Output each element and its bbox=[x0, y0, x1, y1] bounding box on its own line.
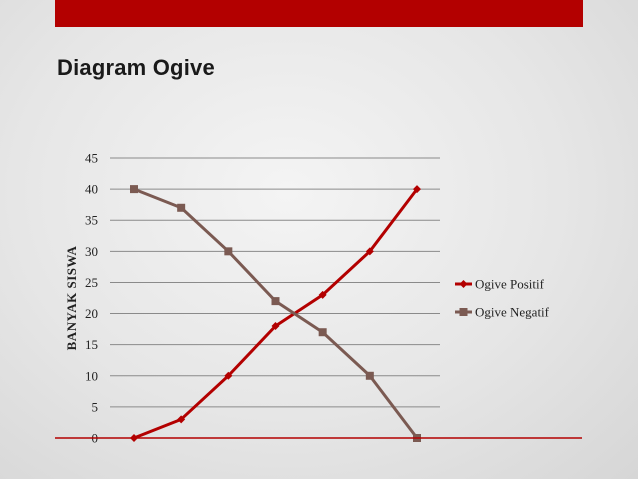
data-point bbox=[318, 290, 327, 299]
legend-label: Ogive Negatif bbox=[475, 305, 550, 320]
legend-item: Ogive Positif bbox=[455, 277, 545, 292]
legend-marker bbox=[459, 308, 468, 316]
data-point bbox=[318, 328, 327, 337]
y-tick-label: 20 bbox=[85, 306, 98, 321]
legend-item: Ogive Negatif bbox=[455, 305, 550, 320]
legend-marker bbox=[459, 280, 468, 288]
slide-title: Diagram Ogive bbox=[57, 55, 215, 80]
data-point bbox=[413, 185, 421, 194]
data-point bbox=[177, 203, 186, 212]
data-point bbox=[130, 185, 138, 194]
data-point bbox=[365, 247, 374, 256]
data-point bbox=[271, 297, 280, 306]
top-accent-band bbox=[55, 0, 583, 27]
y-axis-label: BANYAK SISWA bbox=[64, 245, 79, 350]
data-point bbox=[271, 322, 280, 330]
legend-label: Ogive Positif bbox=[475, 277, 545, 292]
y-tick-label: 45 bbox=[85, 151, 98, 166]
legend: Ogive Positif Ogive Negatif bbox=[455, 277, 550, 320]
y-tick-label: 35 bbox=[85, 213, 98, 228]
y-tick-label: 30 bbox=[85, 244, 98, 259]
data-point bbox=[177, 415, 186, 424]
y-tick-label: 15 bbox=[85, 337, 98, 352]
series-layer bbox=[130, 185, 421, 442]
y-tick-label: 5 bbox=[92, 399, 99, 414]
grid-lines bbox=[110, 157, 440, 408]
y-tick-label: 25 bbox=[85, 275, 98, 290]
y-tick-label: 40 bbox=[85, 182, 98, 197]
data-point bbox=[365, 371, 374, 380]
data-point bbox=[224, 371, 233, 380]
data-point bbox=[224, 247, 233, 256]
y-tick-label: 10 bbox=[85, 368, 98, 383]
